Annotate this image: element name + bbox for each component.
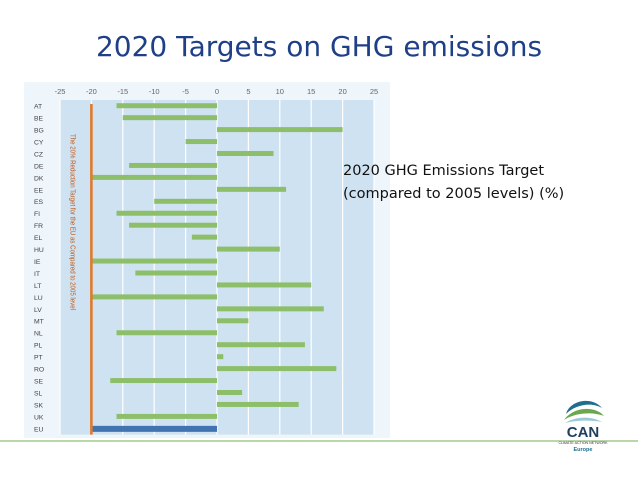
annotation-line-2: (compared to 2005 levels) (%) <box>343 186 565 202</box>
category-label: PL <box>34 343 43 350</box>
category-label: RO <box>34 367 44 374</box>
x-tick-label: 10 <box>276 87 284 96</box>
reference-line-label: The 20% Reduction Target for the EU as C… <box>68 134 77 310</box>
logo-swoosh-light <box>565 417 602 423</box>
category-label: HU <box>34 247 44 254</box>
category-label: NL <box>34 331 43 338</box>
category-label: MT <box>34 319 44 326</box>
x-tick-label: 20 <box>338 87 346 96</box>
category-label: IE <box>34 259 41 266</box>
bar-cz <box>217 151 274 156</box>
bar-de <box>129 162 217 168</box>
category-label: PT <box>34 355 43 362</box>
bar-dk <box>91 174 217 180</box>
bar-mt <box>217 318 249 324</box>
bar-fi <box>116 210 217 216</box>
bar-lv <box>217 306 324 312</box>
bar-cy <box>185 139 217 145</box>
can-europe-logo: CAN CLIMATE ACTION NETWORK Europe <box>558 400 608 453</box>
bar-fr <box>129 222 217 228</box>
category-label: EL <box>34 235 43 242</box>
bar-sk <box>217 401 299 407</box>
category-label: EU <box>34 426 44 433</box>
bar-ro <box>217 366 337 372</box>
category-label: SE <box>34 378 44 385</box>
category-label: CZ <box>34 151 43 158</box>
x-tick-label: 5 <box>246 87 250 96</box>
category-label: ES <box>34 199 44 206</box>
category-label: AT <box>34 104 42 111</box>
bar-se <box>110 378 217 384</box>
bar-pl <box>217 342 305 348</box>
category-label: UK <box>34 414 44 421</box>
bar-at <box>116 103 217 109</box>
bar-el <box>191 234 217 240</box>
bar-eu <box>91 425 217 432</box>
bar-hu <box>217 246 280 252</box>
category-label: LV <box>34 307 42 314</box>
x-tick-label: -20 <box>86 87 97 96</box>
category-label: FR <box>34 223 43 230</box>
category-label: DK <box>34 175 44 182</box>
logo-region: Europe <box>574 447 593 453</box>
category-label: CY <box>34 139 44 146</box>
bar-be <box>122 115 217 121</box>
logo-tagline: CLIMATE ACTION NETWORK <box>558 441 608 445</box>
bar-bg <box>217 127 343 133</box>
bar-pt <box>217 354 224 360</box>
category-label: EE <box>34 187 44 194</box>
bar-it <box>135 270 217 276</box>
x-tick-label: -10 <box>149 87 160 96</box>
logo-name: CAN <box>567 424 600 441</box>
x-tick-label: 0 <box>215 87 219 96</box>
x-tick-label: -25 <box>55 87 66 96</box>
x-tick-label: 25 <box>370 87 378 96</box>
category-label: LT <box>34 283 41 290</box>
category-label: DE <box>34 163 44 170</box>
category-label: IT <box>34 271 40 278</box>
x-tick-label: 15 <box>307 87 315 96</box>
emissions-bar-chart: -25 -20 -15 -10 -5 0 5 10 15 20 25 AT BE BG CY CZ DE DK E… <box>24 82 390 438</box>
category-label: SK <box>34 402 44 409</box>
footer-divider <box>0 440 638 442</box>
bar-uk <box>116 413 217 419</box>
bar-es <box>154 198 217 204</box>
category-label: LU <box>34 295 43 302</box>
bar-nl <box>116 330 217 336</box>
category-label: SL <box>34 390 43 397</box>
bar-ee <box>217 186 287 192</box>
bar-sl <box>217 390 243 395</box>
category-label: BG <box>34 128 44 135</box>
logo-swoosh-green <box>564 408 604 420</box>
annotation-line-1: 2020 GHG Emissions Target <box>343 163 545 179</box>
x-tick-label: -15 <box>117 87 128 96</box>
bar-lt <box>217 282 312 288</box>
bar-lu <box>91 294 217 300</box>
category-label: FI <box>34 211 40 218</box>
x-tick-label: -5 <box>182 87 189 96</box>
logo-swoosh-dark <box>566 400 602 414</box>
bar-ie <box>91 258 217 264</box>
category-label: BE <box>34 116 44 123</box>
chart-annotation: 2020 GHG Emissions Target (compared to 2… <box>343 160 564 206</box>
slide-title: 2020 Targets on GHG emissions <box>95 30 543 63</box>
